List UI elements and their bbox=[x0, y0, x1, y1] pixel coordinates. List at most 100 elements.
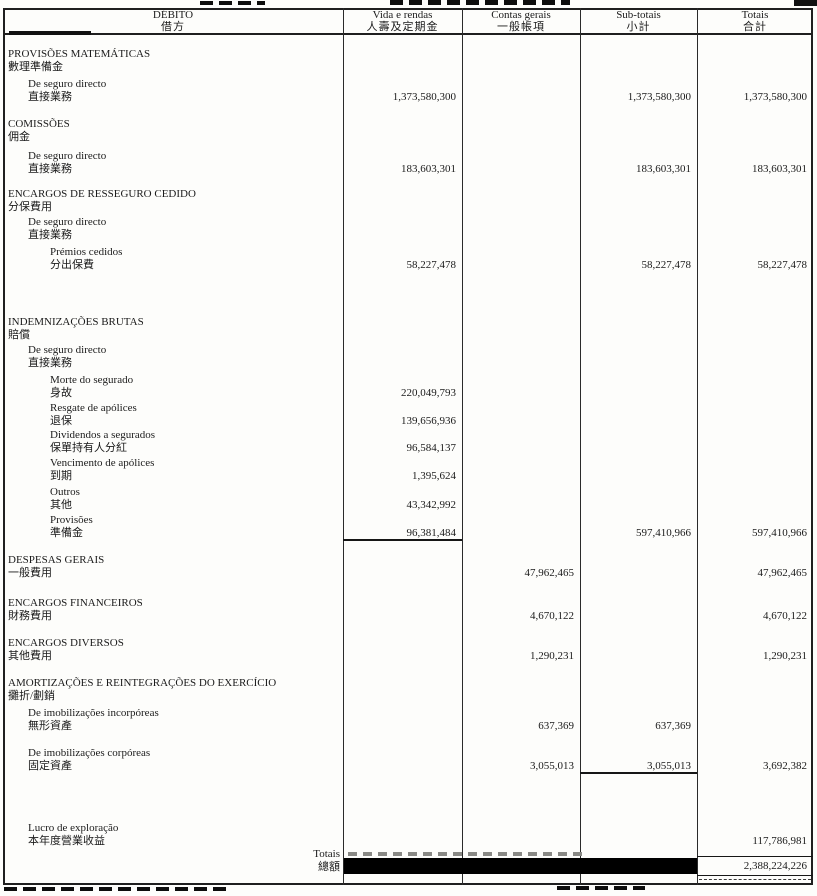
row-label-pt: AMORTIZAÇÕES E REINTEGRAÇÕES DO EXERCÍCI… bbox=[8, 677, 277, 689]
row-label: Prémios cedidos 分出保費 bbox=[50, 246, 122, 272]
cell-value-contas: 3,055,013 bbox=[530, 760, 574, 772]
row-label: De seguro directo 直接業務 bbox=[28, 344, 106, 370]
cell-value-vida: 183,603,301 bbox=[401, 163, 456, 175]
table-row: COMISSÕES 佣金 bbox=[0, 118, 817, 144]
row-label-zh: 準備金 bbox=[50, 527, 83, 539]
header-zh-contas: 一般帳項 bbox=[497, 21, 545, 33]
cell-value-vida: 58,227,478 bbox=[406, 259, 457, 271]
row-label-pt: De seguro directo bbox=[28, 216, 107, 228]
cell-value-vida: 1,395,624 bbox=[412, 470, 456, 482]
row-label-pt: PROVISÕES MATEMÁTICAS bbox=[8, 48, 151, 60]
table-row: DESPESAS GERAIS 一般費用 47,962,465 47,962,465 bbox=[0, 554, 817, 580]
header-zh-sub: 小計 bbox=[626, 21, 651, 33]
row-label-zh: 賠償 bbox=[8, 329, 30, 341]
table-bottom-border bbox=[3, 883, 813, 885]
scan-artifact-top-1 bbox=[200, 1, 265, 5]
row-label: Provisões 準備金 bbox=[50, 514, 93, 540]
row-label: Dividendos a segurados 保單持有人分紅 bbox=[50, 429, 155, 455]
table-row: De seguro directo 直接業務 bbox=[0, 216, 817, 242]
cell-value-sub: 597,410,966 bbox=[636, 527, 691, 539]
table-row: Resgate de apólices 退保 139,656,936 bbox=[0, 402, 817, 428]
header-pt-contas: Contas gerais bbox=[491, 9, 551, 21]
row-label: Vencimento de apólices 到期 bbox=[50, 457, 154, 483]
row-label-pt: Prémios cedidos bbox=[50, 246, 123, 258]
scan-artifact-top-right bbox=[794, 0, 817, 6]
cell-value-total: 1,290,231 bbox=[763, 650, 807, 662]
header-zh-total: 合計 bbox=[743, 21, 767, 33]
row-label-zh: 財務費用 bbox=[8, 610, 52, 622]
grand-total-rule-bottom-2 bbox=[699, 879, 811, 880]
row-label-pt: ENCARGOS FINANCEIROS bbox=[8, 597, 143, 609]
cell-value-contas: 47,962,465 bbox=[524, 567, 575, 579]
row-label-zh: 分保費用 bbox=[8, 201, 52, 213]
table-top-border bbox=[3, 8, 813, 10]
row-label: Lucro de exploração 本年度營業收益 bbox=[28, 822, 118, 848]
row-label-zh: 分出保費 bbox=[50, 259, 94, 271]
row-label: Morte do segurado 身故 bbox=[50, 374, 133, 400]
totals-row-label: Totais 總額 bbox=[3, 848, 342, 874]
row-label-pt: Vencimento de apólices bbox=[50, 457, 155, 469]
row-label: Resgate de apólices 退保 bbox=[50, 402, 137, 428]
row-label: PROVISÕES MATEMÁTICAS 數理準備金 bbox=[8, 48, 150, 74]
header-pt-total: Totais bbox=[741, 9, 769, 21]
row-label: INDEMNIZAÇÕES BRUTAS 賠償 bbox=[8, 316, 144, 342]
grand-total-value: 2,388,224,226 bbox=[743, 860, 807, 872]
table-row: ENCARGOS FINANCEIROS 財務費用 4,670,122 4,670,1… bbox=[0, 597, 817, 623]
cell-value-contas: 1,290,231 bbox=[530, 650, 574, 662]
row-label-zh: 到期 bbox=[50, 470, 72, 482]
cell-value-sub: 1,373,580,300 bbox=[627, 91, 691, 103]
cell-value-sub: 58,227,478 bbox=[641, 259, 692, 271]
cell-value-vida: 1,373,580,300 bbox=[392, 91, 456, 103]
row-label-pt: Outros bbox=[50, 486, 80, 498]
row-label-pt: Dividendos a segurados bbox=[50, 429, 156, 441]
scan-artifact-header-left bbox=[9, 31, 91, 35]
table-row: De seguro directo 直接業務 1,373,580,300 1,373,… bbox=[0, 78, 817, 104]
row-label-zh: 其他 bbox=[50, 499, 72, 511]
row-label-zh: 無形資產 bbox=[28, 720, 72, 732]
grand-total-rule-top bbox=[697, 856, 813, 857]
row-label-zh: 直接業務 bbox=[28, 357, 72, 369]
row-label-pt: De imobilizações incorpóreas bbox=[28, 707, 159, 719]
table-left-border bbox=[3, 8, 5, 885]
table-right-border bbox=[811, 8, 813, 885]
table-row: De seguro directo 直接業務 bbox=[0, 344, 817, 370]
cell-value-total: 597,410,966 bbox=[752, 527, 807, 539]
row-label-pt: De imobilizações corpóreas bbox=[28, 747, 151, 759]
row-label-pt: De seguro directo bbox=[28, 78, 107, 90]
row-label-zh: 身故 bbox=[50, 387, 72, 399]
row-label: De seguro directo 直接業務 bbox=[28, 216, 106, 242]
row-label-pt: ENCARGOS DE RESSEGURO CEDIDO bbox=[8, 188, 196, 200]
row-label-pt: Morte do segurado bbox=[50, 374, 134, 386]
table-row: Lucro de exploração 本年度營業收益 117,786,981 bbox=[0, 822, 817, 848]
row-label: ENCARGOS DE RESSEGURO CEDIDO 分保費用 bbox=[8, 188, 196, 214]
row-label-zh: 攤折/劃銷 bbox=[8, 690, 56, 702]
cell-value-vida: 220,049,793 bbox=[401, 387, 456, 399]
table-row: Outros 其他 43,342,992 bbox=[0, 486, 817, 512]
row-label: De seguro directo 直接業務 bbox=[28, 150, 106, 176]
row-label-pt: ENCARGOS DIVERSOS bbox=[8, 637, 124, 649]
header-zh-vida: 人壽及定期金 bbox=[366, 21, 439, 33]
header-debit-column: DÉBITO 借方 bbox=[3, 9, 343, 33]
cell-value-total: 117,786,981 bbox=[752, 835, 807, 847]
row-label-zh: 佣金 bbox=[8, 131, 30, 143]
row-label: De imobilizações incorpóreas 無形資產 bbox=[28, 707, 159, 733]
table-row: Dividendos a segurados 保單持有人分紅 96,584,137 bbox=[0, 429, 817, 455]
header-pt-sub: Sub-totais bbox=[616, 9, 661, 21]
cell-value-sub: 3,055,013 bbox=[647, 760, 691, 772]
table-row: Prémios cedidos 分出保費 58,227,478 58,227,478 5… bbox=[0, 246, 817, 272]
scan-artifact-top-2 bbox=[390, 0, 570, 5]
cell-value-sub: 183,603,301 bbox=[636, 163, 691, 175]
row-label: De imobilizações corpóreas 固定資產 bbox=[28, 747, 150, 773]
totals-label-pt: Totais bbox=[313, 848, 340, 860]
cell-value-total: 183,603,301 bbox=[752, 163, 807, 175]
cell-value-vida: 139,656,936 bbox=[401, 415, 456, 427]
row-label-zh: 其他費用 bbox=[8, 650, 52, 662]
cell-value-vida: 96,381,484 bbox=[406, 527, 457, 539]
cell-value-contas: 4,670,122 bbox=[530, 610, 574, 622]
row-label-pt: Provisões bbox=[50, 514, 93, 526]
cell-value-sub: 637,369 bbox=[655, 720, 691, 732]
column-divider-4 bbox=[697, 8, 698, 885]
totals-label-zh: 總額 bbox=[318, 861, 340, 873]
table-row: Provisões 準備金 96,381,484 597,410,966 597,410… bbox=[0, 514, 817, 541]
